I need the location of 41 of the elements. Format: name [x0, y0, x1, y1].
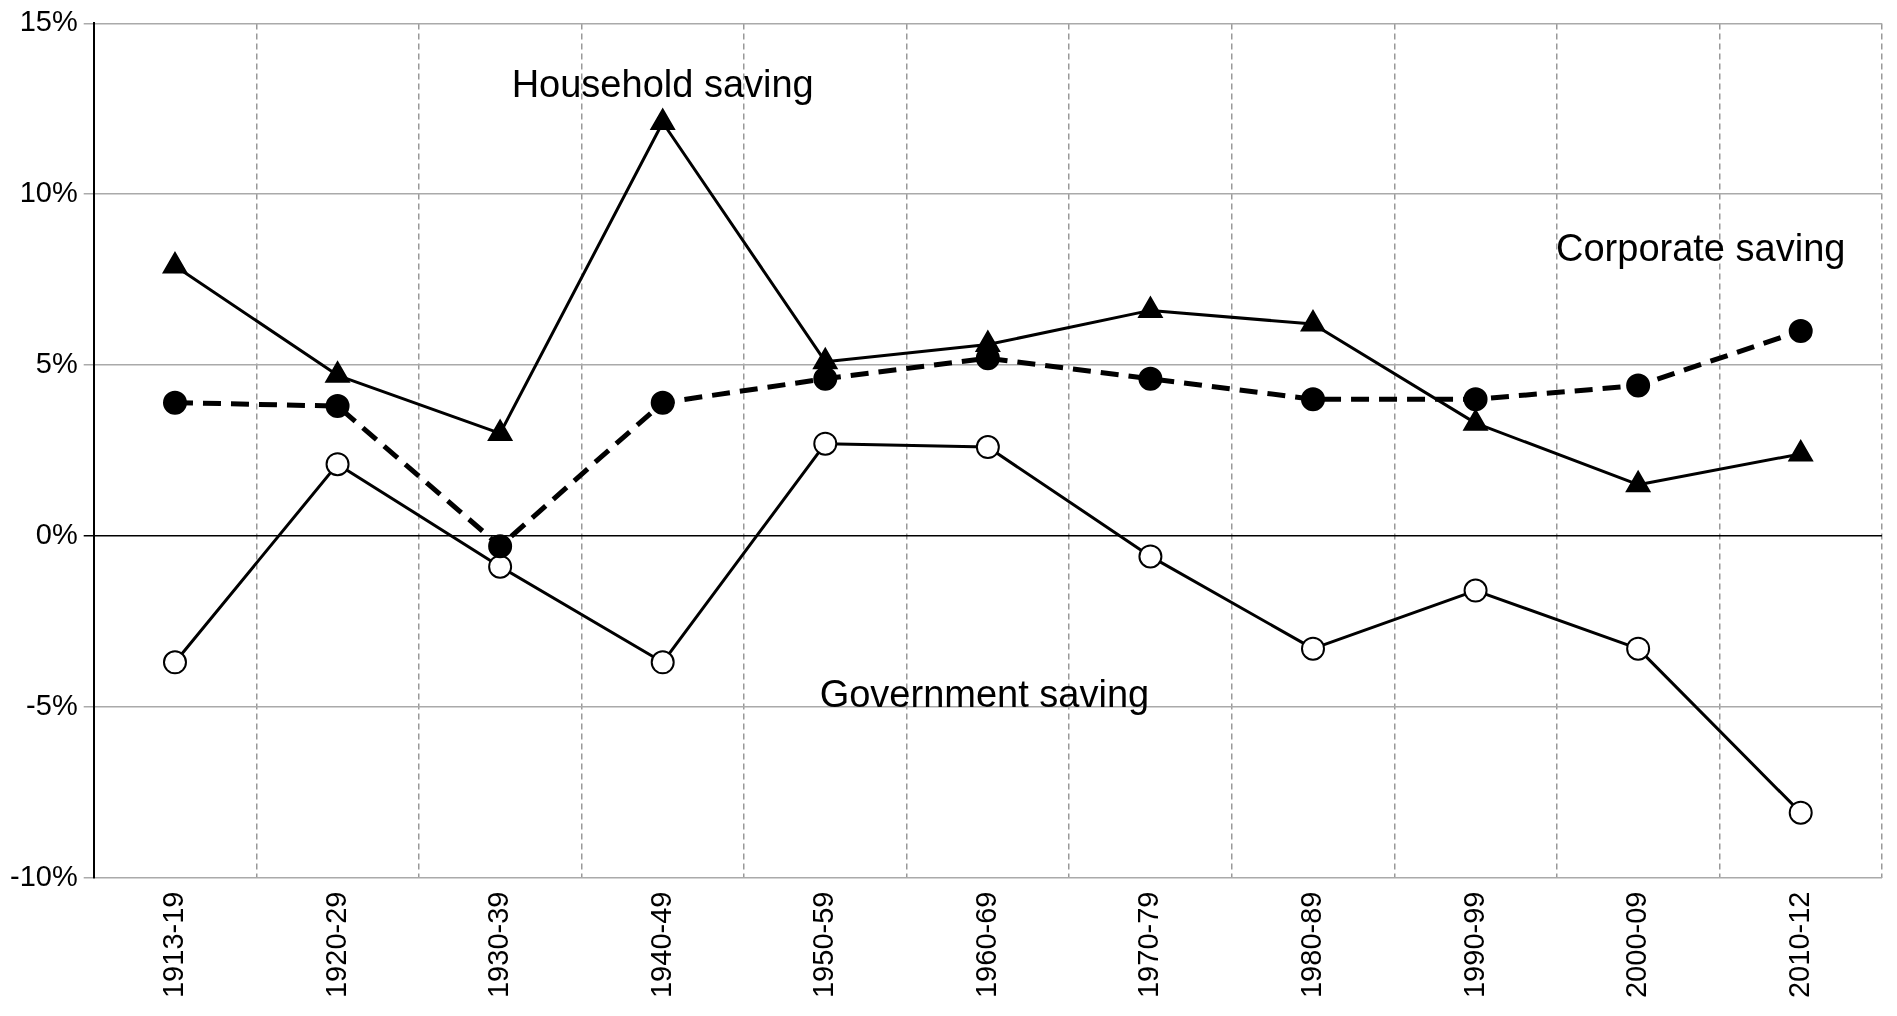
- y-tick-label: 0%: [35, 517, 78, 550]
- point: [813, 431, 838, 456]
- y-tick-label: -5%: [26, 688, 78, 721]
- point: [325, 452, 350, 477]
- y-tick-label: 15%: [19, 5, 78, 38]
- point: [650, 650, 675, 675]
- point: [1626, 373, 1651, 398]
- x-tick-label: 2010-12: [1782, 891, 1815, 999]
- series-label: Household saving: [511, 62, 814, 105]
- point: [162, 650, 187, 675]
- text: Government saving: [819, 672, 1150, 715]
- point: [1463, 578, 1488, 603]
- point: [1626, 636, 1651, 661]
- point: [975, 435, 1000, 460]
- x-tick-label: 1920-29: [319, 891, 352, 999]
- x-tick-label: 1930-39: [482, 891, 515, 999]
- y-tick-label: 10%: [19, 176, 78, 209]
- x-tick-label: 1940-49: [644, 891, 677, 999]
- point: [813, 366, 838, 391]
- point: [1300, 387, 1325, 412]
- point: [1300, 636, 1325, 661]
- point: [488, 534, 513, 559]
- point: [1788, 800, 1813, 825]
- point: [1138, 544, 1163, 569]
- y-tick-label: 5%: [35, 347, 78, 380]
- point: [488, 554, 513, 579]
- x-tick-label: 1970-79: [1132, 891, 1165, 999]
- point: [162, 390, 187, 415]
- x-tick-label: 1960-69: [969, 891, 1002, 999]
- x-tick-label: 2000-09: [1620, 891, 1653, 999]
- x-tick-label: 1913-19: [156, 891, 189, 999]
- series-label: Corporate saving: [1556, 227, 1846, 270]
- point: [1463, 387, 1488, 412]
- x-tick-label: 1980-89: [1295, 891, 1327, 999]
- x-tick-label: 1990-99: [1457, 891, 1490, 999]
- y-tick-label: -10%: [10, 859, 78, 892]
- point: [1788, 318, 1813, 343]
- point: [1138, 366, 1163, 391]
- x-tick-label: 1950-59: [807, 891, 840, 999]
- point: [650, 390, 675, 415]
- point: [325, 394, 350, 419]
